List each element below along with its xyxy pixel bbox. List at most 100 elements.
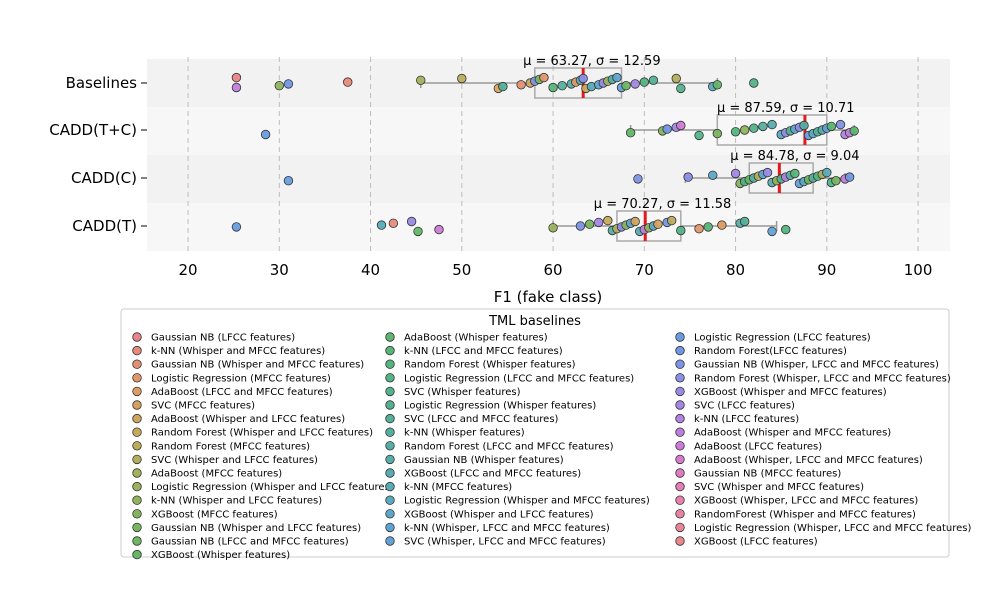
legend-entry-label: Logistic Regression (LFCC and MFCC featu… <box>404 373 634 384</box>
legend-marker <box>132 468 142 478</box>
legend-entry-label: AdaBoost (Whisper, LFCC and MFCC feature… <box>694 455 923 466</box>
data-point <box>849 126 859 136</box>
data-point <box>578 73 588 84</box>
legend-marker <box>385 413 395 424</box>
legend-entry-label: Gaussian NB (Whisper, LFCC and MFCC feat… <box>694 360 939 371</box>
legend-marker <box>385 522 395 533</box>
data-point <box>730 168 741 179</box>
x-tick-label: 50 <box>452 261 471 279</box>
legend-entry-label: Gaussian NB (Whisper and LFCC features) <box>151 523 361 534</box>
data-point <box>416 75 426 86</box>
data-point <box>712 80 723 90</box>
x-tick-label: 20 <box>179 261 198 279</box>
data-point <box>630 216 640 227</box>
legend-entry-label: XGBoost (LFCC features) <box>694 537 818 548</box>
x-tick-label: 30 <box>270 261 289 279</box>
x-tick-label: 100 <box>904 261 933 279</box>
legend-entry-label: RandomForest (Whisper and MFCC features) <box>694 509 916 520</box>
legend-entry-label: XGBoost (Whisper and LFCC features) <box>404 509 594 520</box>
legend-marker <box>675 468 685 478</box>
data-point <box>388 218 399 229</box>
legend-marker <box>675 441 685 451</box>
legend-entry-label: XGBoost (LFCC and MFCC features) <box>404 469 581 480</box>
legend-entry-label: k-NN (Whisper features) <box>404 428 525 439</box>
y-tick-label: CADD(T) <box>72 217 137 235</box>
legend-marker <box>132 359 142 369</box>
data-point <box>708 170 718 181</box>
data-point <box>662 124 672 134</box>
data-point <box>625 127 636 138</box>
data-point <box>822 167 832 178</box>
legend-entry-label: Logistic Regression (LFCC features) <box>694 333 871 344</box>
data-point <box>274 80 285 91</box>
legend-marker <box>385 359 395 369</box>
legend-entry-label: AdaBoost (LFCC and MFCC features) <box>151 387 333 398</box>
legend-entry-label: Gaussian NB (Whisper and MFCC features) <box>151 360 364 371</box>
data-point <box>712 128 723 139</box>
data-point <box>717 220 727 230</box>
data-point <box>343 77 353 87</box>
data-point <box>639 77 650 87</box>
legend-marker <box>132 549 142 560</box>
data-point <box>749 78 759 88</box>
data-point <box>603 215 613 226</box>
legend-entry-label: Random Forest (Whisper features) <box>404 360 576 371</box>
data-point <box>612 72 622 83</box>
legend-marker <box>675 386 685 397</box>
data-point <box>548 82 558 93</box>
legend-title: TML baselines <box>488 314 581 329</box>
legend-entry-label: k-NN (LFCC features) <box>694 414 799 425</box>
data-point <box>694 130 704 141</box>
legend-marker <box>675 509 685 519</box>
legend-entry-label: Random Forest (MFCC features) <box>151 441 310 452</box>
data-point <box>758 121 768 132</box>
data-point <box>739 216 750 227</box>
x-tick-label: 70 <box>635 261 654 279</box>
data-point <box>434 224 444 235</box>
x-tick-labels: 20 30 40 50 60 70 80 90 100 <box>179 261 933 279</box>
legend-entry-label: k-NN (MFCC features) <box>404 482 512 493</box>
legend-marker <box>385 536 395 546</box>
data-point <box>749 123 759 133</box>
legend-entry-label: Logistic Regression (Whisper and MFCC fe… <box>404 496 650 507</box>
legend-entry-label: SVC (MFCC features) <box>151 401 255 412</box>
legend-marker <box>385 509 395 519</box>
legend-marker <box>385 468 395 478</box>
data-point <box>790 168 800 179</box>
legend-frame <box>120 308 950 558</box>
legend-marker <box>385 386 395 397</box>
data-point <box>231 82 242 93</box>
data-point <box>260 129 271 140</box>
data-point <box>835 119 846 130</box>
data-point <box>584 219 595 229</box>
data-point <box>648 75 659 86</box>
data-point <box>413 226 423 237</box>
legend-marker <box>675 495 685 505</box>
x-tick-label: 90 <box>817 261 836 279</box>
data-point <box>666 215 677 226</box>
legend-entry-label: Gaussian NB (Whisper features) <box>404 455 564 466</box>
x-axis-label: F1 (fake class) <box>494 288 603 306</box>
legend-marker <box>675 481 685 492</box>
legend-entry-label: SVC (Whisper features) <box>404 387 521 398</box>
data-point <box>231 72 242 83</box>
data-point <box>630 79 640 89</box>
legend-marker <box>385 454 395 465</box>
legend-entry-label: AdaBoost (LFCC features) <box>694 441 822 452</box>
data-point <box>539 72 549 83</box>
data-point <box>683 172 693 182</box>
data-point <box>457 73 467 84</box>
legend-marker <box>675 454 685 465</box>
stat-label: μ = 70.27, σ = 11.58 <box>594 197 732 212</box>
legend-marker <box>675 522 685 533</box>
legend-marker <box>675 536 685 546</box>
data-point <box>516 80 526 90</box>
legend-marker <box>385 427 395 437</box>
legend-marker <box>675 400 685 410</box>
x-tick-label: 40 <box>361 261 380 279</box>
legend-entry-label: Gaussian NB (LFCC features) <box>151 333 295 344</box>
stat-label: μ = 87.59, σ = 10.71 <box>717 101 855 116</box>
legend-marker <box>385 345 395 356</box>
legend-entry-label: Logistic Regression (Whisper and LFCC fe… <box>151 482 394 493</box>
